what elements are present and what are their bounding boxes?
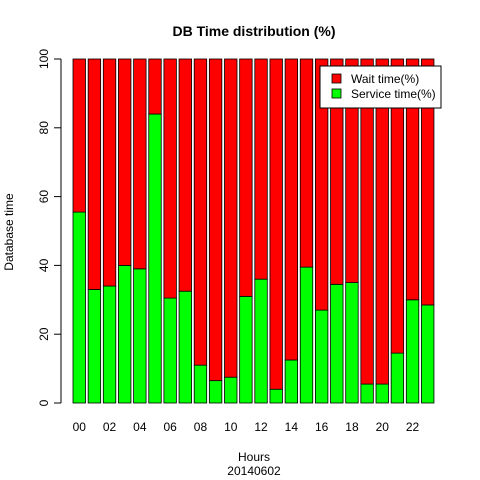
bar-service-08: [193, 364, 208, 404]
x-tick-label: 06: [163, 420, 177, 434]
bar-wait-13: [269, 58, 283, 390]
bar-service-23: [421, 304, 435, 404]
bar-wait-12: [254, 58, 268, 280]
bar-wait-08: [193, 58, 208, 366]
bar-service-05: [148, 113, 162, 404]
bar-service-04: [133, 268, 147, 404]
legend-swatch: [331, 88, 342, 99]
x-axis-ticks: 00 02 04 06 08 10 12 14 16 18 20 22: [73, 420, 420, 434]
bar-service-12: [254, 278, 268, 404]
bar-wait-00: [72, 58, 86, 213]
x-tick-label: 00: [73, 420, 87, 434]
bar-wait-17: [330, 58, 344, 285]
bar-wait-02: [102, 58, 117, 287]
bar-service-13: [269, 388, 283, 404]
bar-service-16: [314, 309, 329, 404]
x-tick-label: 02: [103, 420, 117, 434]
x-tick-label: 08: [194, 420, 208, 434]
bar-wait-10: [224, 58, 238, 378]
bar-wait-04: [133, 58, 147, 270]
legend-label: Service time(%): [351, 87, 436, 101]
bar-wait-20: [375, 58, 389, 385]
bar-service-07: [178, 290, 192, 404]
bar-service-22: [405, 299, 420, 404]
x-axis-label: Hours: [238, 450, 270, 464]
bar-wait-23: [421, 58, 435, 306]
y-tick-label: 100: [37, 49, 51, 69]
bar-service-09: [208, 380, 223, 404]
legend-label: Wait time(%): [351, 72, 419, 86]
y-axis: 0 20 40 60 80 100: [37, 49, 62, 406]
bar-wait-03: [118, 58, 132, 266]
x-tick-label: 16: [315, 420, 329, 434]
bars-group: [72, 58, 435, 404]
bar-wait-22: [405, 58, 420, 301]
bar-wait-18: [345, 58, 359, 284]
x-tick-label: 20: [376, 420, 390, 434]
bar-wait-06: [163, 58, 177, 299]
chart-title: DB Time distribution (%): [172, 23, 335, 39]
bar-service-21: [390, 352, 405, 404]
y-tick-label: 60: [37, 190, 51, 204]
y-tick-label: 0: [37, 399, 51, 406]
bar-wait-19: [360, 58, 374, 385]
y-tick-label: 80: [37, 121, 51, 135]
y-axis-label: Database time: [2, 193, 16, 271]
bar-service-03: [118, 264, 132, 404]
x-tick-label: 12: [254, 420, 268, 434]
bar-service-11: [239, 295, 253, 404]
x-tick-label: 10: [224, 420, 238, 434]
y-tick-label: 20: [37, 327, 51, 341]
bar-service-20: [375, 383, 389, 404]
bar-service-10: [224, 376, 238, 404]
bar-service-17: [330, 283, 344, 404]
x-tick-label: 18: [345, 420, 359, 434]
bar-service-01: [87, 289, 102, 404]
x-tick-label: 04: [133, 420, 147, 434]
bar-service-02: [102, 285, 117, 404]
x-axis-sublabel: 20140602: [227, 464, 281, 478]
bar-service-19: [360, 383, 374, 404]
x-tick-label: 14: [285, 420, 299, 434]
legend-swatch: [331, 73, 342, 84]
legend-box: [319, 65, 442, 109]
bar-service-15: [299, 266, 314, 404]
bar-service-06: [163, 297, 177, 404]
bar-service-14: [284, 359, 299, 404]
bar-wait-01: [87, 58, 102, 290]
y-tick-label: 40: [37, 258, 51, 272]
bar-service-18: [345, 282, 359, 404]
x-tick-label: 22: [406, 420, 420, 434]
legend: Wait time(%)Service time(%): [319, 65, 442, 109]
bar-wait-16: [314, 58, 329, 311]
bar-wait-15: [299, 58, 314, 268]
bar-wait-14: [284, 58, 299, 361]
bar-service-00: [72, 211, 86, 404]
bar-wait-07: [178, 58, 192, 292]
bar-wait-05: [148, 58, 162, 115]
bar-wait-09: [208, 58, 223, 382]
bar-wait-11: [239, 58, 253, 297]
bar-wait-21: [390, 58, 405, 354]
